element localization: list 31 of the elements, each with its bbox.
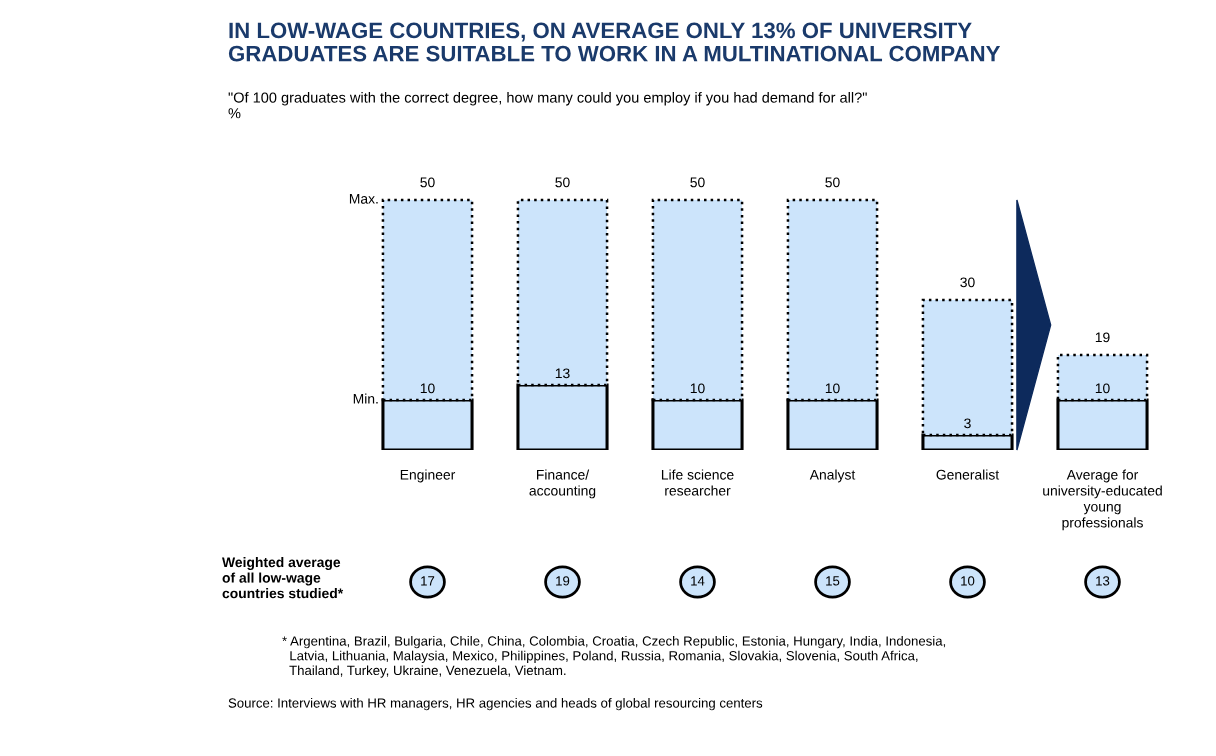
- data-label: 10: [1095, 383, 1110, 394]
- total-label: 50: [825, 177, 840, 188]
- data-label: 10: [420, 383, 435, 394]
- text: 17: [421, 576, 435, 586]
- chart-subtitle: "Of 100 graduates with the correct degree, how many could you employ if you had demand for all?" %: [228, 92, 867, 119]
- data-label: 3: [964, 418, 971, 429]
- data-label: 10: [690, 383, 705, 394]
- x-tick-label: Finance/ accounting: [529, 469, 596, 499]
- total-label: 19: [1095, 332, 1110, 343]
- series-label: Max.: [349, 194, 378, 204]
- data-label: 10: [825, 383, 840, 394]
- x-tick-label: Average for university-educated young professionals: [1043, 469, 1162, 531]
- total-label: 50: [420, 177, 435, 188]
- total-label: 50: [690, 177, 705, 188]
- chart-title: IN LOW-WAGE COUNTRIES, ON AVERAGE ONLY 13% OF UNIVERSITY GRADUATES ARE SUITABLE TO WORK IN A MULTINATIONAL COMPANY: [228, 22, 1001, 62]
- source-note: Source: Interviews with HR managers, HR agencies and heads of global resourcing centers: [228, 698, 763, 711]
- text: Weighted average of all low-wage countries studied*: [222, 557, 344, 599]
- text: * Argentina, Brazil, Bulgaria, Chile, China, Colombia, Croatia, Czech Republic, Estonia, Hungary, India, Indonesia, Latvia, Lithuania, Malaysia, Mexico, Philippines, Poland, Russia, Romania, Slovakia, Slovenia, South Africa, Thailand, Turkey, Ukraine, Venezuela, Vietnam.: [282, 636, 946, 678]
- text: 13: [1096, 576, 1110, 586]
- series-label: Min.: [353, 393, 378, 404]
- total-label: 30: [960, 277, 975, 288]
- total-label: 50: [555, 177, 570, 188]
- x-tick-label: Generalist: [936, 469, 1000, 480]
- text: 19: [556, 576, 570, 586]
- x-tick-label: Life science researcher: [661, 469, 734, 496]
- text: 10: [961, 576, 975, 586]
- text: 15: [826, 576, 840, 586]
- x-tick-label: Engineer: [400, 469, 456, 483]
- text: 14: [691, 576, 705, 586]
- x-tick-label: Analyst: [809, 469, 856, 483]
- data-label: 13: [555, 368, 570, 379]
